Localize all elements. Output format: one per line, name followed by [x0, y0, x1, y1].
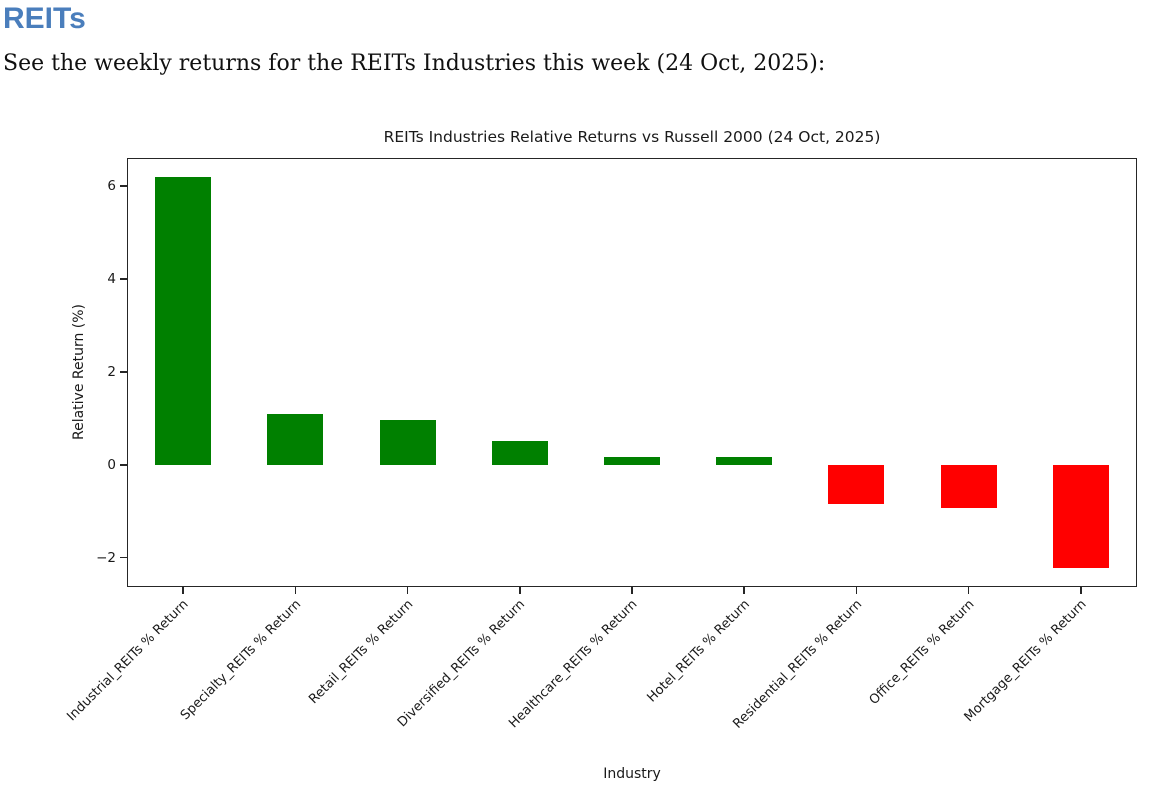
x-tick-mark: [855, 587, 858, 594]
x-tick-mark: [967, 587, 970, 594]
bar-healthcare-reits-return: [604, 456, 660, 465]
x-tick-label-hotel-reits-return: Hotel_REITs % Return: [644, 597, 753, 706]
y-tick-mark: [120, 371, 127, 373]
chart-title: REITs Industries Relative Returns vs Rus…: [383, 128, 881, 146]
bar-retail-reits-return: [379, 419, 436, 465]
x-tick-mark: [182, 587, 184, 594]
y-tick-mark: [120, 556, 127, 559]
page-title: REITs: [3, 2, 86, 35]
y-tick-mark: [120, 464, 127, 466]
x-tick-label-residential-reits-return: Residential_REITs % Return: [730, 597, 866, 732]
x-tick-mark: [1080, 587, 1082, 594]
x-tick-mark: [743, 587, 745, 594]
y-tick-label: −2: [96, 549, 116, 566]
bar-hotel-reits-return: [716, 456, 773, 465]
bar-office-reits-return: [940, 464, 997, 508]
y-tick-mark: [120, 278, 127, 280]
y-tick-label: 4: [107, 270, 116, 287]
bar-residential-reits-return: [828, 464, 885, 505]
x-tick-mark: [294, 587, 297, 594]
intro-text: See the weekly returns for the REITs Ind…: [3, 51, 826, 76]
x-tick-mark: [406, 587, 409, 594]
bar-mortgage-reits-return: [1052, 464, 1109, 569]
y-tick-label: 0: [107, 456, 116, 473]
x-tick-label-mortgage-reits-return: Mortgage_REITs % Return: [961, 597, 1090, 725]
bar-diversified-reits-return: [491, 440, 548, 465]
x-tick-label-diversified-reits-return: Diversified_REITs % Return: [395, 597, 529, 731]
x-tick-mark: [631, 587, 633, 594]
x-tick-label-office-reits-return: Office_REITs % Return: [866, 597, 978, 708]
y-axis-label: Relative Return (%): [71, 303, 87, 441]
bar-specialty-reits-return: [267, 413, 324, 465]
plot-area: [127, 158, 1137, 587]
x-axis-label: Industry: [603, 766, 661, 782]
x-tick-label-industrial-reits-return: Industrial_REITs % Return: [64, 597, 192, 725]
x-tick-label-retail-reits-return: Retail_REITs % Return: [306, 597, 417, 708]
y-tick-label: 2: [107, 363, 116, 380]
bar-industrial-reits-return: [155, 176, 212, 465]
y-tick-label: 6: [107, 177, 116, 194]
x-tick-mark: [519, 587, 521, 594]
x-tick-label-specialty-reits-return: Specialty_REITs % Return: [177, 597, 304, 724]
x-tick-label-healthcare-reits-return: Healthcare_REITs % Return: [506, 597, 641, 732]
y-tick-mark: [120, 185, 127, 187]
